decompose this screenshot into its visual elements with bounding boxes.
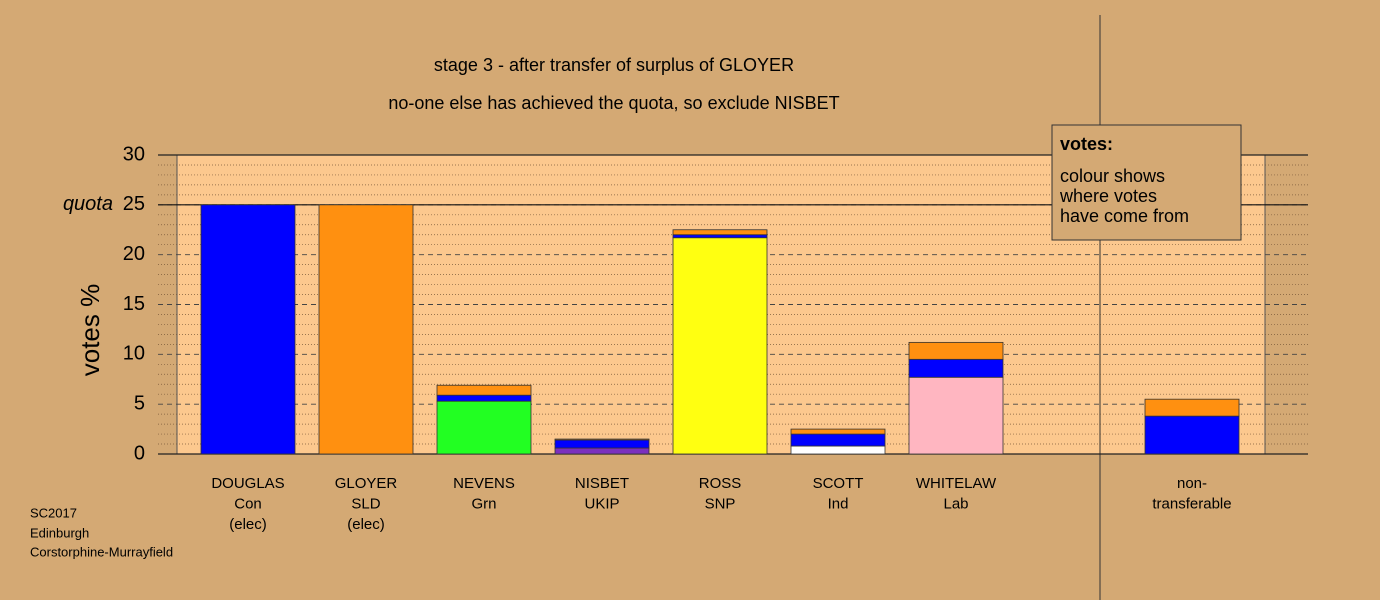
x-tick-label: non- xyxy=(1177,475,1207,492)
x-tick-label: Con xyxy=(234,495,262,512)
y-tick-label: 10 xyxy=(123,343,145,365)
bar-segment xyxy=(908,341,1004,360)
chart-title: stage 3 - after transfer of surplus of G… xyxy=(434,55,794,75)
bar-segment xyxy=(790,433,886,447)
bar-segment xyxy=(790,428,886,435)
legend-title: votes: xyxy=(1060,134,1113,154)
x-tick-label: UKIP xyxy=(584,495,619,512)
bar-segment xyxy=(672,237,768,455)
x-tick-label: NEVENS xyxy=(453,475,515,492)
x-tick-label: (elec) xyxy=(229,516,267,533)
bar-segment xyxy=(436,400,532,455)
bar-segment xyxy=(554,438,650,441)
bar-segment xyxy=(200,204,296,455)
bar-segment xyxy=(554,447,650,455)
bar-segment xyxy=(908,358,1004,378)
x-tick-label: NISBET xyxy=(575,475,629,492)
footer-line: Edinburgh xyxy=(30,525,89,540)
x-tick-label: ROSS xyxy=(699,475,742,492)
bar-segment xyxy=(318,204,414,455)
y-tick-label: 30 xyxy=(123,143,145,165)
y-tick-label: 15 xyxy=(123,293,145,315)
legend-line: have come from xyxy=(1060,206,1189,226)
x-tick-label: DOUGLAS xyxy=(211,475,284,492)
x-tick-label: GLOYER xyxy=(335,475,398,492)
plot: 0 5 10 15 20 25 30 quota DOUGLAS Con (elec) GLOYER S… xyxy=(63,143,1308,533)
bar-segment xyxy=(1144,398,1240,417)
bar-segment xyxy=(436,384,532,396)
bar-segment xyxy=(672,234,768,239)
bar-segment xyxy=(436,394,532,402)
legend-line: colour shows xyxy=(1060,166,1165,186)
x-tick-label: Ind xyxy=(828,495,849,512)
y-tick-label: 5 xyxy=(134,392,145,414)
y-tick-label: 20 xyxy=(123,243,145,265)
bar-segment xyxy=(554,439,650,449)
footer-line: Corstorphine-Murrayfield xyxy=(30,544,173,559)
x-tick-label: transferable xyxy=(1152,495,1231,512)
y-axis-label: votes % xyxy=(75,284,105,377)
x-tick-label: SNP xyxy=(705,495,736,512)
y-tick-label: 25 xyxy=(123,193,145,215)
x-tick-label: (elec) xyxy=(347,516,385,533)
x-tick-label: Lab xyxy=(943,495,968,512)
x-tick-label: Grn xyxy=(471,495,496,512)
y-tick-label: 0 xyxy=(134,442,145,464)
bar-segment xyxy=(790,445,886,455)
x-tick-label: SCOTT xyxy=(813,475,864,492)
chart-subtitle: no-one else has achieved the quota, so e… xyxy=(388,93,839,113)
bar-segment xyxy=(672,229,768,236)
bar-segment xyxy=(1144,415,1240,455)
footer-line: SC2017 xyxy=(30,505,77,520)
x-tick-label: SLD xyxy=(351,495,380,512)
bar-segment xyxy=(908,376,1004,455)
quota-label: quota xyxy=(63,193,113,215)
x-tick-label: WHITELAW xyxy=(916,475,997,492)
legend-line: where votes xyxy=(1059,186,1157,206)
legend-box xyxy=(1051,124,1242,241)
